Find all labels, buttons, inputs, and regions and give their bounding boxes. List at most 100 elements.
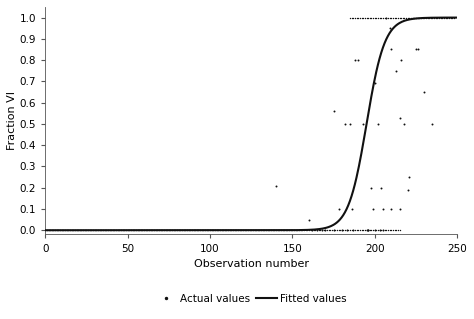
Point bbox=[262, 228, 270, 233]
Point bbox=[444, 15, 451, 20]
Point bbox=[269, 228, 276, 233]
Point bbox=[317, 228, 324, 233]
Point bbox=[361, 15, 369, 20]
Point bbox=[251, 228, 258, 233]
Point bbox=[365, 228, 372, 233]
Point bbox=[303, 228, 311, 233]
Point bbox=[353, 228, 360, 233]
Point bbox=[397, 15, 405, 20]
Point bbox=[175, 228, 182, 233]
Point bbox=[386, 228, 393, 233]
Point bbox=[246, 228, 254, 233]
Point bbox=[71, 228, 79, 233]
Point bbox=[402, 15, 410, 20]
Point bbox=[378, 228, 385, 233]
Point bbox=[106, 228, 113, 233]
Point bbox=[302, 228, 310, 233]
Point bbox=[373, 15, 380, 20]
Point bbox=[321, 228, 329, 233]
Point bbox=[112, 228, 120, 233]
Point bbox=[81, 228, 89, 233]
Point bbox=[328, 228, 336, 233]
Point bbox=[343, 228, 351, 233]
Point bbox=[371, 228, 379, 233]
Point bbox=[122, 228, 130, 233]
Point bbox=[387, 47, 395, 52]
Point bbox=[406, 15, 413, 20]
Point bbox=[279, 228, 286, 233]
Point bbox=[144, 228, 151, 233]
Point bbox=[358, 15, 365, 20]
Point bbox=[157, 228, 164, 233]
Point bbox=[142, 228, 150, 233]
Point bbox=[386, 15, 393, 20]
Point bbox=[292, 228, 300, 233]
Point bbox=[287, 228, 294, 233]
Point bbox=[356, 228, 364, 233]
Point bbox=[350, 15, 357, 20]
Point bbox=[211, 228, 219, 233]
Point bbox=[376, 15, 383, 20]
Point bbox=[88, 228, 95, 233]
Point bbox=[254, 228, 262, 233]
Point bbox=[116, 228, 123, 233]
Point bbox=[345, 228, 352, 233]
Point bbox=[91, 228, 99, 233]
Point bbox=[318, 228, 326, 233]
Point bbox=[369, 206, 377, 211]
Point bbox=[381, 15, 389, 20]
Point bbox=[417, 15, 425, 20]
Point bbox=[307, 228, 314, 233]
Point bbox=[355, 57, 362, 63]
Point bbox=[335, 206, 342, 211]
Point bbox=[84, 228, 92, 233]
Point bbox=[410, 15, 418, 20]
Point bbox=[282, 228, 290, 233]
Point bbox=[384, 228, 392, 233]
Point bbox=[221, 228, 228, 233]
Point bbox=[330, 108, 337, 114]
Point bbox=[448, 15, 456, 20]
Point bbox=[419, 15, 427, 20]
Point bbox=[374, 121, 382, 126]
Point bbox=[74, 228, 82, 233]
Point bbox=[368, 15, 375, 20]
Point bbox=[348, 15, 356, 20]
Point bbox=[51, 228, 59, 233]
Point bbox=[66, 228, 74, 233]
Point bbox=[252, 228, 260, 233]
Point bbox=[289, 228, 296, 233]
Point bbox=[193, 228, 201, 233]
Point bbox=[346, 228, 354, 233]
Point bbox=[321, 228, 329, 233]
Point bbox=[350, 228, 357, 233]
Point bbox=[136, 228, 143, 233]
Point bbox=[369, 228, 377, 233]
Point bbox=[63, 228, 71, 233]
Point bbox=[210, 228, 217, 233]
Point bbox=[359, 15, 367, 20]
Point bbox=[46, 228, 54, 233]
Point bbox=[310, 228, 318, 233]
Point bbox=[387, 15, 395, 20]
Point bbox=[50, 228, 57, 233]
Point bbox=[134, 228, 141, 233]
Point bbox=[188, 228, 196, 233]
Point bbox=[420, 15, 428, 20]
Point bbox=[414, 15, 421, 20]
Point bbox=[295, 228, 303, 233]
Point bbox=[92, 228, 100, 233]
Point bbox=[272, 183, 280, 188]
Point bbox=[147, 228, 155, 233]
Point bbox=[239, 228, 247, 233]
Point bbox=[387, 206, 395, 211]
Point bbox=[392, 228, 400, 233]
Point bbox=[422, 15, 429, 20]
Point bbox=[224, 228, 232, 233]
Point bbox=[259, 228, 266, 233]
Point bbox=[351, 57, 359, 63]
Point bbox=[172, 228, 179, 233]
Point bbox=[309, 228, 316, 233]
Point bbox=[313, 228, 321, 233]
Point bbox=[99, 228, 107, 233]
